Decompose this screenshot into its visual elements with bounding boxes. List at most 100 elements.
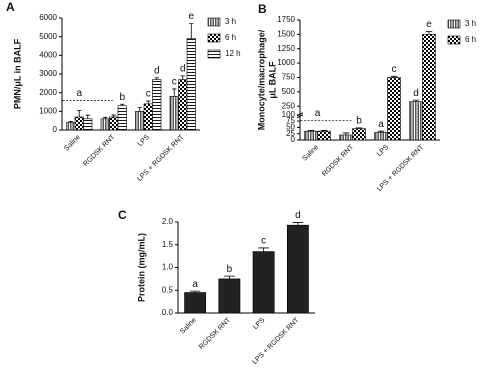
- legend-label: 6 h: [465, 35, 476, 44]
- bar: [218, 278, 241, 314]
- error-bar: [154, 77, 159, 80]
- panel-label: A: [6, 0, 15, 14]
- y-tick-label: 0: [53, 125, 58, 134]
- x-tick-label: LPS: [376, 144, 391, 159]
- group-letter: a: [76, 88, 82, 99]
- y-tick-label: 1750: [277, 15, 295, 24]
- error-bar: [390, 75, 398, 78]
- x-tick-label: LPS: [137, 134, 152, 149]
- bar: [74, 116, 84, 131]
- significance-letter: d: [295, 210, 301, 221]
- y-tick-label: 5000: [39, 32, 57, 41]
- bar: [352, 128, 366, 141]
- bar: [178, 79, 188, 131]
- bar: [83, 118, 93, 131]
- bar: [409, 101, 423, 141]
- y-axis-label: Monocyte/macrophage/: [256, 29, 266, 130]
- x-tick-label: Saline: [179, 317, 198, 336]
- error-bar: [355, 127, 363, 129]
- group-letter: a: [315, 108, 321, 119]
- y-tick-label: 750: [282, 73, 296, 82]
- bar: [387, 77, 401, 141]
- error-bar: [120, 103, 125, 106]
- bar: [339, 134, 353, 141]
- bar: [422, 34, 436, 141]
- bar: [143, 103, 153, 131]
- error-bar: [307, 130, 315, 132]
- y-tick-label: 1500: [277, 29, 295, 38]
- significance-letter: d: [413, 88, 419, 99]
- error-bar: [224, 275, 235, 279]
- bar: [374, 132, 388, 141]
- bar: [304, 130, 318, 141]
- error-bar: [103, 116, 108, 119]
- significance-letter: d: [180, 64, 186, 75]
- y-axis-label: μL BALF: [267, 61, 277, 99]
- y-tick-label: 2000: [39, 88, 57, 97]
- bar: [186, 38, 196, 131]
- significance-letter: c: [261, 236, 266, 247]
- y-tick-label: 1.0: [162, 263, 174, 272]
- y-tick-label: 0.0: [162, 308, 174, 317]
- significance-letter: e: [426, 19, 432, 30]
- legend-label: 3 h: [465, 19, 476, 28]
- y-tick-label: 2.0: [162, 217, 174, 226]
- panel-label: C: [118, 208, 127, 222]
- bar: [169, 96, 179, 131]
- significance-letter: c: [391, 64, 396, 75]
- error-bar: [146, 100, 151, 104]
- bar: [184, 292, 207, 314]
- y-tick-label: 6000: [39, 13, 57, 22]
- y-axis-label: PMN/μL in BALF: [12, 38, 22, 109]
- bar: [286, 224, 309, 314]
- x-tick-label: RGDSK RNT: [321, 143, 356, 178]
- bar: [100, 118, 110, 131]
- error-bar: [189, 23, 194, 39]
- y-tick-label: 1250: [277, 44, 295, 53]
- error-bar: [320, 130, 328, 132]
- significance-letter: b: [119, 92, 125, 103]
- error-bar: [111, 114, 116, 117]
- legend-swatch: [207, 17, 221, 27]
- legend-swatch: [207, 33, 221, 43]
- error-bar: [189, 290, 201, 293]
- x-tick-label: RGDSK RNT: [198, 316, 233, 351]
- error-bar: [292, 222, 304, 226]
- error-bar: [412, 99, 420, 102]
- error-bar: [172, 88, 177, 97]
- legend-label: 3 h: [225, 17, 236, 26]
- y-tick-label: 75: [286, 116, 295, 125]
- y-axis-label: Protein (mg/mL): [136, 233, 146, 302]
- legend-swatch: [447, 19, 461, 29]
- y-tick-label: 0: [291, 135, 296, 144]
- significance-letter: d: [154, 65, 160, 76]
- y-tick-label: 4000: [39, 50, 57, 59]
- legend-label: 6 h: [225, 33, 236, 42]
- error-bar: [425, 31, 433, 35]
- y-tick-label: 0.5: [162, 285, 174, 294]
- y-tick-label: 25: [286, 129, 295, 138]
- error-bar: [85, 114, 90, 119]
- error-bar: [342, 132, 350, 135]
- x-tick-label: LPS: [252, 317, 267, 332]
- bar: [152, 79, 162, 131]
- significance-letter: b: [356, 116, 362, 127]
- x-tick-label: Saline: [302, 144, 321, 163]
- significance-letter: a: [192, 279, 198, 290]
- y-tick-label: 3000: [39, 69, 57, 78]
- significance-letter: e: [188, 11, 194, 22]
- legend-label: 12 h: [225, 49, 241, 58]
- y-tick-label: 1.5: [162, 240, 174, 249]
- bar: [109, 116, 119, 131]
- error-bar: [77, 110, 82, 117]
- y-tick-label: 1000: [277, 58, 295, 67]
- error-bar: [180, 75, 185, 80]
- panel-label: B: [258, 2, 267, 16]
- bar: [317, 130, 331, 141]
- significance-letter: c: [146, 89, 151, 100]
- y-tick-label: 1000: [39, 106, 57, 115]
- bar: [135, 111, 145, 131]
- error-bar: [68, 121, 73, 123]
- y-tick-label: 50: [286, 123, 295, 132]
